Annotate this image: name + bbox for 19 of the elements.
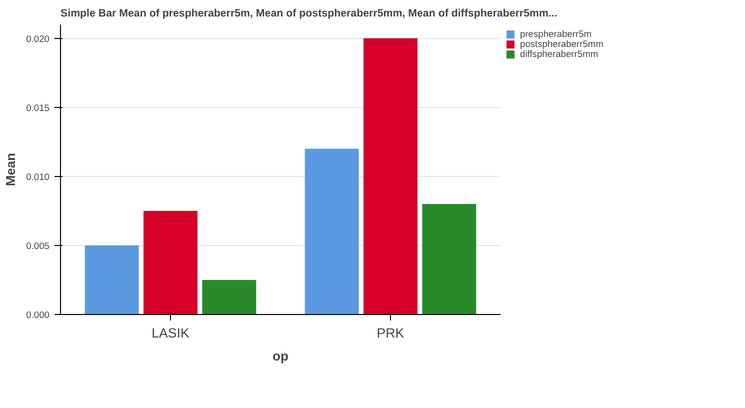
bar	[422, 204, 476, 314]
legend-label: prespheraberr5m	[520, 29, 592, 39]
bar	[364, 38, 418, 314]
y-tick-label: 0.020	[26, 34, 50, 44]
y-tick-label: 0.000	[26, 310, 50, 320]
y-axis-title: Mean	[3, 152, 18, 186]
bar	[144, 210, 198, 314]
chart-title: Simple Bar Mean of prespheraberr5m, Mean of postspheraberr5mm, Mean of diffspheraberr5mm...	[60, 8, 558, 20]
y-tick-label: 0.015	[26, 102, 50, 113]
x-axis-title: op	[272, 348, 288, 364]
x-tick-label: LASIK	[152, 326, 190, 340]
bar	[84, 245, 139, 314]
y-tick-label: 0.010	[26, 172, 50, 182]
y-tick-label: 0.005	[26, 240, 50, 251]
legend-label: postspheraberr5mm	[520, 39, 604, 49]
bar	[202, 280, 256, 314]
x-tick-label: PRK	[376, 326, 404, 340]
legend-label: diffspheraberr5mm	[520, 49, 598, 59]
bar	[304, 148, 359, 314]
